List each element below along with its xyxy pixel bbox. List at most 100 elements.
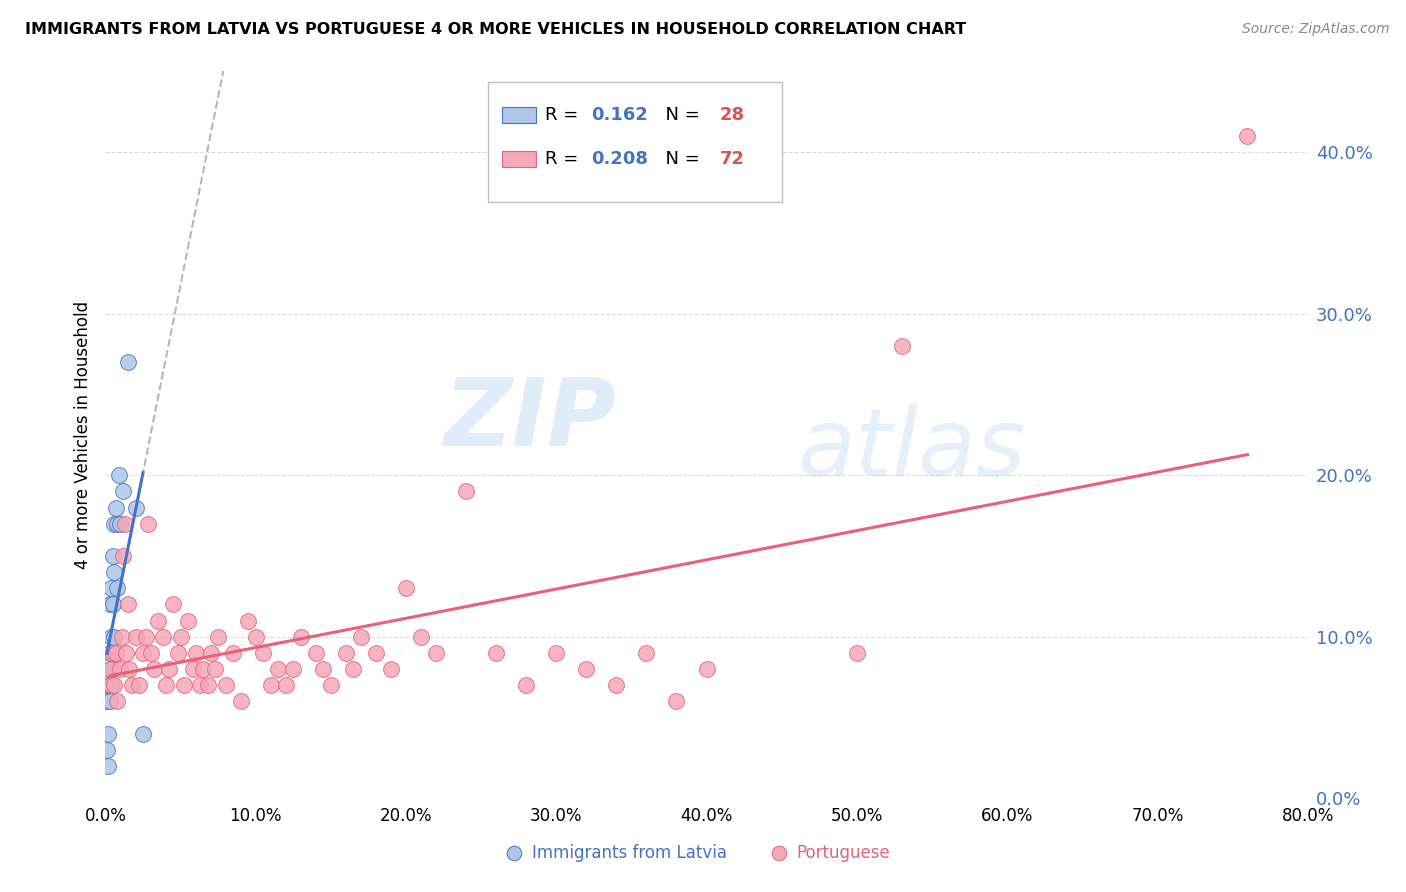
Point <box>665 694 688 708</box>
Point <box>112 484 135 499</box>
Point <box>97 759 120 773</box>
Point <box>135 630 157 644</box>
Point <box>319 678 342 692</box>
Point <box>166 646 188 660</box>
Point <box>103 630 125 644</box>
Text: Source: ZipAtlas.com: Source: ZipAtlas.com <box>1241 22 1389 37</box>
Text: 0.162: 0.162 <box>591 106 648 124</box>
Text: atlas: atlas <box>797 404 1025 495</box>
Point <box>107 582 129 596</box>
Point <box>409 630 432 644</box>
Point <box>98 662 121 676</box>
Point <box>114 516 136 531</box>
Point <box>200 646 222 660</box>
Point <box>107 516 129 531</box>
Point <box>335 646 357 660</box>
Point <box>100 678 122 692</box>
Point <box>100 630 122 644</box>
Point <box>305 646 328 660</box>
Point <box>245 630 267 644</box>
Point <box>139 646 162 660</box>
Point <box>173 678 195 692</box>
Point <box>124 500 146 515</box>
Point <box>252 646 274 660</box>
Point <box>112 549 135 563</box>
Point <box>204 662 226 676</box>
Point <box>274 678 297 692</box>
Point <box>155 678 177 692</box>
Point <box>97 678 120 692</box>
Point <box>207 630 229 644</box>
Text: ZIP: ZIP <box>443 375 616 467</box>
Text: R =: R = <box>546 106 585 124</box>
Point <box>103 565 125 579</box>
Point <box>98 598 121 612</box>
Point <box>111 630 134 644</box>
Point <box>890 339 912 353</box>
Point <box>104 646 127 660</box>
Point <box>197 678 219 692</box>
Point <box>546 646 568 660</box>
Point <box>98 646 121 660</box>
Point <box>101 662 124 676</box>
Point <box>350 630 373 644</box>
Point <box>146 614 169 628</box>
Point <box>101 646 124 660</box>
Point <box>110 662 132 676</box>
Point <box>364 646 387 660</box>
Bar <box>502 107 536 123</box>
Point <box>395 582 418 596</box>
Text: 0.208: 0.208 <box>591 150 648 168</box>
Point <box>96 694 118 708</box>
Point <box>260 678 283 692</box>
Point <box>96 743 118 757</box>
Point <box>515 678 537 692</box>
Point <box>312 662 335 676</box>
Text: N =: N = <box>654 106 706 124</box>
Point <box>110 516 132 531</box>
Point <box>290 630 312 644</box>
Point <box>107 694 129 708</box>
Point <box>136 516 159 531</box>
Point <box>97 727 120 741</box>
Text: R =: R = <box>546 150 585 168</box>
Bar <box>502 151 536 167</box>
Point <box>177 614 200 628</box>
Point <box>425 646 447 660</box>
Text: Immigrants from Latvia: Immigrants from Latvia <box>533 844 727 862</box>
Point <box>605 678 627 692</box>
Point <box>121 678 143 692</box>
Text: IMMIGRANTS FROM LATVIA VS PORTUGUESE 4 OR MORE VEHICLES IN HOUSEHOLD CORRELATION: IMMIGRANTS FROM LATVIA VS PORTUGUESE 4 O… <box>25 22 966 37</box>
Point <box>115 646 138 660</box>
Point <box>100 678 122 692</box>
Point <box>132 646 155 660</box>
Point <box>1236 128 1258 143</box>
Point <box>188 678 211 692</box>
Point <box>103 516 125 531</box>
Point <box>380 662 402 676</box>
Point <box>342 662 364 676</box>
Point <box>104 646 127 660</box>
Point <box>117 355 139 369</box>
Text: Portuguese: Portuguese <box>797 844 890 862</box>
Point <box>575 662 598 676</box>
Point <box>636 646 658 660</box>
Point <box>142 662 165 676</box>
Point <box>229 694 252 708</box>
Point <box>485 646 508 660</box>
Point <box>162 598 184 612</box>
Point <box>103 678 125 692</box>
Point <box>214 678 236 692</box>
Point <box>124 630 146 644</box>
Text: N =: N = <box>654 150 706 168</box>
Point <box>108 468 131 483</box>
Point <box>100 582 122 596</box>
Text: 28: 28 <box>720 106 745 124</box>
Point <box>118 662 141 676</box>
Point <box>696 662 718 676</box>
Point <box>169 630 191 644</box>
Point <box>845 646 868 660</box>
Point <box>101 549 124 563</box>
Point <box>132 727 155 741</box>
Point <box>98 662 121 676</box>
